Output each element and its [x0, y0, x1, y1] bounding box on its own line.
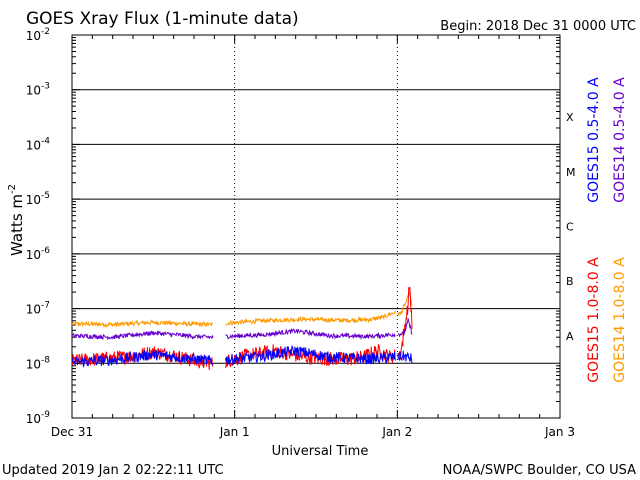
y-axis-label-exponent: -2	[7, 184, 18, 194]
credit-label: NOAA/SWPC Boulder, CO USA	[443, 463, 636, 478]
y-tick-label: 10-6	[26, 246, 51, 262]
x-tick-label: Jan 2	[381, 425, 412, 439]
x-tick-label: Dec 31	[51, 425, 93, 439]
series-goes15-0-5-4-0-a	[71, 344, 413, 368]
series-goes14-0-5-4-0-a	[71, 318, 413, 341]
x-tick-label: Jan 1	[219, 425, 250, 439]
series-line	[71, 344, 413, 368]
legend-goes15-long: GOES15 1.0-8.0 A	[586, 257, 602, 383]
flare-class-label: X	[566, 111, 574, 124]
legend-goes15-short: GOES15 0.5-4.0 A	[586, 77, 602, 203]
plot-frame	[71, 34, 561, 419]
x-axis-label: Universal Time	[272, 444, 369, 459]
flare-class-label: C	[566, 221, 574, 234]
y-tick-label: 10-2	[26, 27, 50, 43]
flare-class-label: B	[566, 275, 574, 288]
y-tick-label: 10-3	[26, 82, 50, 98]
flare-class-label: A	[566, 330, 574, 343]
updated-timestamp: Updated 2019 Jan 2 02:22:11 UTC	[2, 463, 224, 478]
y-tick-label: 10-4	[26, 136, 51, 152]
legend-goes14: GOES14 1.0-8.0 A GOES14 0.5-4.0 A	[612, 77, 628, 383]
y-tick-label: 10-5	[26, 191, 50, 207]
begin-time-label: Begin: 2018 Dec 31 0000 UTC	[440, 19, 636, 34]
y-tick-label: 10-8	[26, 355, 51, 371]
y-axis-label: Watts m-2	[7, 184, 26, 256]
svg-text:Watts m-2: Watts m-2	[7, 184, 26, 256]
flare-class-label: M	[566, 166, 576, 179]
plot-area: 10-9 10-8 10-7 10-6 10-5 10-4 10-3 10-2 Dec 31 Ja…	[26, 27, 576, 439]
y-tick-label: 10-7	[26, 301, 50, 317]
y-tick-label: 10-9	[26, 410, 51, 426]
x-tick-label: Jan 3	[544, 425, 575, 439]
series-line	[71, 318, 413, 341]
chart-title: GOES Xray Flux (1-minute data)	[26, 9, 299, 29]
y-axis-label-text: Watts m	[8, 194, 26, 256]
legend-goes14-short: GOES14 0.5-4.0 A	[612, 77, 628, 203]
series-goes14-1-0-8-0-a	[71, 290, 413, 329]
legend-goes14-long: GOES14 1.0-8.0 A	[612, 257, 628, 383]
legend-goes15: GOES15 1.0-8.0 A GOES15 0.5-4.0 A	[586, 77, 602, 383]
series-line	[71, 290, 413, 329]
